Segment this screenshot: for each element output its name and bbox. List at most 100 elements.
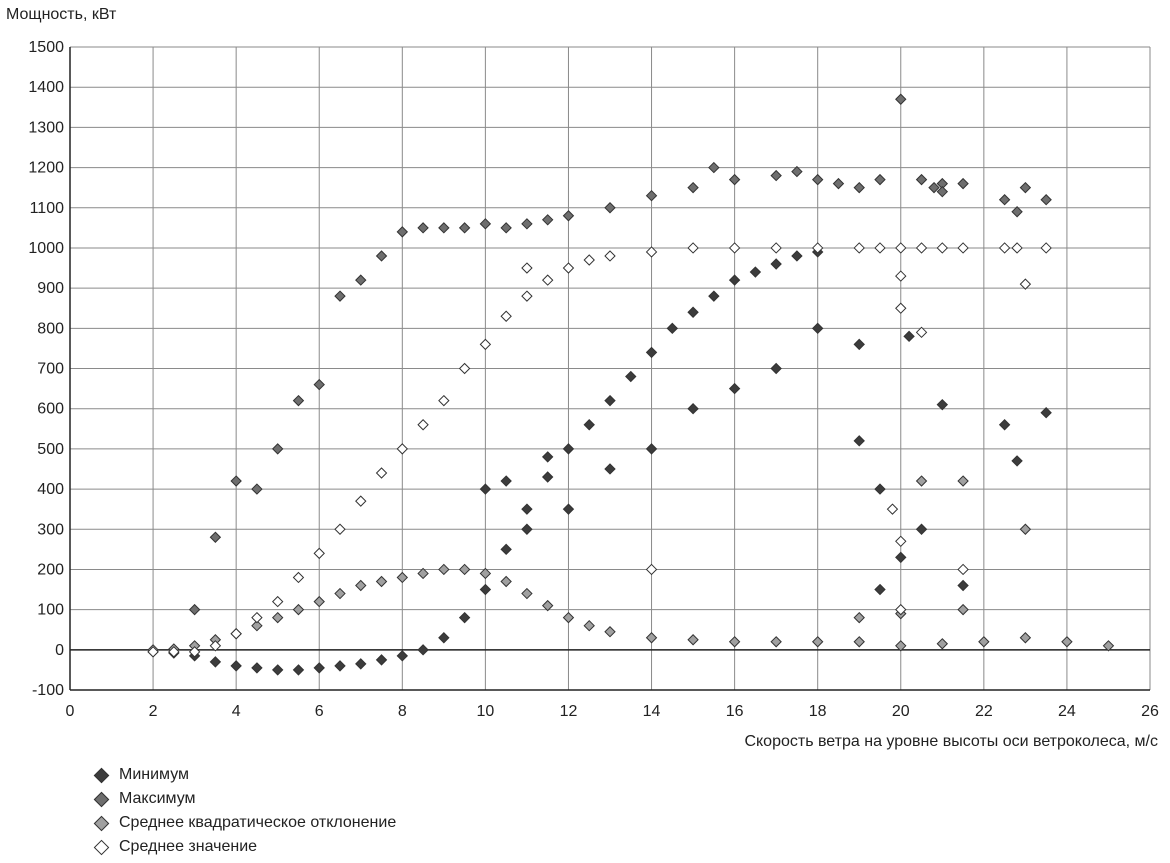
data-point	[209, 531, 222, 543]
data-point	[604, 250, 616, 262]
data-point	[853, 435, 865, 447]
y-tick-label: -100	[32, 682, 64, 699]
data-point	[271, 443, 284, 455]
data-point	[915, 523, 928, 535]
data-point	[874, 583, 886, 596]
data-point	[188, 646, 201, 658]
legend-item-mean: Среднее значение	[93, 835, 396, 859]
data-point	[978, 636, 990, 648]
data-point	[521, 218, 533, 230]
data-point	[396, 650, 409, 662]
series-3	[147, 242, 1052, 658]
legend-label: Максимум	[119, 790, 196, 807]
data-point	[728, 242, 741, 254]
data-point	[438, 563, 450, 576]
data-point	[915, 475, 928, 487]
y-tick-label: 300	[37, 521, 64, 538]
data-point	[375, 575, 388, 588]
data-point	[583, 419, 595, 431]
data-point	[541, 214, 554, 226]
data-point	[936, 398, 949, 411]
data-point	[396, 226, 409, 238]
data-point	[500, 575, 512, 588]
data-point	[1102, 640, 1115, 652]
data-point	[417, 644, 429, 656]
data-point	[853, 242, 865, 254]
data-point	[895, 535, 907, 548]
data-point	[355, 658, 367, 670]
data-point	[562, 443, 575, 455]
data-point	[770, 362, 782, 375]
data-point	[728, 636, 741, 648]
data-point	[770, 258, 782, 270]
data-point	[313, 662, 325, 674]
data-point	[188, 603, 201, 616]
data-point	[895, 242, 907, 254]
tick-labels: 0 2 4 6 8 10 12 14 16 18 20 22 24 26-1000100200300400…	[28, 39, 1159, 720]
data-point	[957, 242, 969, 254]
data-point	[521, 503, 533, 515]
data-point	[562, 503, 575, 515]
y-tick-label: 800	[37, 320, 64, 337]
x-tick-label: 4	[232, 703, 241, 720]
data-point	[458, 563, 471, 576]
data-point	[1011, 242, 1023, 254]
data-point	[998, 419, 1011, 431]
data-point	[957, 579, 969, 592]
y-tick-label: 1300	[28, 119, 64, 136]
data-point	[1019, 181, 1032, 194]
data-point	[500, 475, 512, 487]
data-point	[811, 322, 824, 335]
legend-label: Среднее квадратическое отклонение	[119, 814, 397, 831]
y-tick-label: 400	[37, 481, 64, 498]
data-point	[479, 218, 492, 230]
data-point	[479, 567, 492, 580]
data-point	[749, 266, 762, 278]
data-point	[708, 290, 720, 302]
data-point	[417, 567, 429, 580]
data-point	[458, 222, 471, 234]
data-point	[583, 619, 595, 632]
data-point	[645, 443, 658, 455]
data-point	[541, 451, 554, 463]
data-point	[895, 93, 907, 105]
data-point	[438, 222, 450, 234]
series-1	[188, 93, 1052, 616]
data-point	[928, 181, 940, 194]
diamond-marker-icon	[93, 791, 110, 807]
data-point	[687, 634, 699, 646]
data-point	[936, 185, 949, 198]
data-point	[292, 571, 305, 584]
data-point	[334, 660, 346, 672]
data-point	[903, 330, 915, 343]
data-point	[853, 636, 865, 648]
data-point	[728, 274, 741, 286]
y-tick-label: 1000	[28, 240, 64, 257]
data-point	[915, 242, 928, 254]
data-point	[230, 628, 242, 640]
data-point	[396, 443, 409, 455]
data-point	[874, 173, 886, 186]
legend: Минимум Максимум Среднее квадратическое …	[93, 763, 397, 859]
data-point	[895, 640, 907, 652]
data-point	[604, 202, 616, 214]
x-tick-label: 2	[149, 703, 158, 720]
data-point	[562, 210, 575, 222]
data-point	[687, 306, 699, 318]
data-point	[541, 471, 554, 483]
data-point	[147, 646, 159, 658]
data-points	[147, 93, 1115, 676]
y-tick-label: 500	[37, 441, 64, 458]
data-point	[375, 467, 388, 479]
data-point	[396, 571, 409, 584]
data-point	[1019, 632, 1032, 644]
legend-label: Среднее значение	[119, 838, 258, 855]
data-point	[936, 242, 949, 254]
y-tick-label: 1500	[28, 39, 64, 56]
data-point	[521, 523, 533, 535]
data-point	[874, 483, 886, 495]
data-point	[936, 638, 949, 650]
legend-item-minimum: Минимум	[93, 763, 396, 787]
data-point	[915, 173, 928, 186]
